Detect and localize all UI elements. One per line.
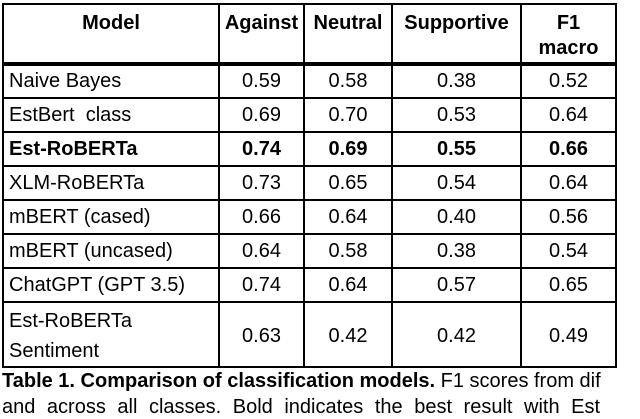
caption-text-start: F1 scores from dif [435,370,601,392]
table-row-est-roberta-sentiment: Est-RoBERTa Sentiment 0.63 0.42 0.42 0.4… [2,301,617,368]
against-score: 0.64 [218,233,305,269]
model-name: mBERT (cased) [2,199,220,235]
against-score: 0.74 [218,131,305,167]
caption-line-2: and across all classes. Bold indicates t… [2,396,601,418]
results-table: Model Against Neutral Supportive F1 macro… [2,3,617,368]
header-against: Against [218,3,305,66]
caption-line-1: Table 1. Comparison of classification mo… [2,369,640,393]
model-name: mBERT (uncased) [2,233,220,269]
supportive-score: 0.40 [391,199,522,235]
f1-macro-score: 0.66 [520,131,617,167]
table-caption: Table 1. Comparison of classification mo… [2,369,640,419]
header-f1-line1: F1 [556,12,581,34]
model-name: Est-RoBERTa [2,131,220,167]
against-score: 0.63 [218,301,305,368]
against-score: 0.73 [218,165,305,201]
model-name: ChatGPT (GPT 3.5) [2,267,220,303]
header-row: Model Against Neutral Supportive F1 macro [2,3,617,66]
table-row-estbert-class: EstBert class 0.69 0.70 0.53 0.64 [2,97,617,133]
against-score: 0.59 [218,63,305,99]
supportive-score: 0.54 [391,165,522,201]
table-row-mbert-uncased: mBERT (uncased) 0.64 0.58 0.38 0.54 [2,233,617,269]
table-row-naive-bayes: Naive Bayes 0.59 0.58 0.38 0.52 [2,63,617,99]
f1-macro-score: 0.49 [520,301,617,368]
header-f1-line2: macro [538,37,599,59]
supportive-score: 0.38 [391,63,522,99]
neutral-score: 0.65 [303,165,393,201]
table-row-chatgpt: ChatGPT (GPT 3.5) 0.74 0.64 0.57 0.65 [2,267,617,303]
f1-macro-score: 0.56 [520,199,617,235]
supportive-score: 0.55 [391,131,522,167]
model-name: Naive Bayes [2,63,220,99]
neutral-score: 0.58 [303,233,393,269]
caption-title: Table 1. Comparison of classification mo… [2,370,436,392]
f1-macro-score: 0.54 [520,233,617,269]
supportive-score: 0.42 [391,301,522,368]
table-row-est-roberta-best: Est-RoBERTa 0.74 0.69 0.55 0.66 [2,131,617,167]
table-header: Model Against Neutral Supportive F1 macro [2,3,617,66]
header-neutral: Neutral [303,3,393,66]
against-score: 0.74 [218,267,305,303]
neutral-score: 0.70 [303,97,393,133]
header-supportive: Supportive [391,3,522,66]
supportive-score: 0.53 [391,97,522,133]
supportive-score: 0.57 [391,267,522,303]
f1-macro-score: 0.64 [520,97,617,133]
header-model: Model [2,3,220,66]
table-body: Naive Bayes 0.59 0.58 0.38 0.52 EstBert … [2,63,617,368]
neutral-score: 0.58 [303,63,393,99]
model-name: Est-RoBERTa Sentiment [2,301,220,368]
against-score: 0.69 [218,97,305,133]
f1-macro-score: 0.52 [520,63,617,99]
table-row-xlm-roberta: XLM-RoBERTa 0.73 0.65 0.54 0.64 [2,165,617,201]
f1-macro-score: 0.65 [520,267,617,303]
model-name: EstBert class [2,97,220,133]
header-f1-macro: F1 macro [520,3,617,66]
neutral-score: 0.42 [303,301,393,368]
neutral-score: 0.64 [303,267,393,303]
against-score: 0.66 [218,199,305,235]
f1-macro-score: 0.64 [520,165,617,201]
model-name: XLM-RoBERTa [2,165,220,201]
neutral-score: 0.69 [303,131,393,167]
table-row-mbert-cased: mBERT (cased) 0.66 0.64 0.40 0.56 [2,199,617,235]
neutral-score: 0.64 [303,199,393,235]
supportive-score: 0.38 [391,233,522,269]
